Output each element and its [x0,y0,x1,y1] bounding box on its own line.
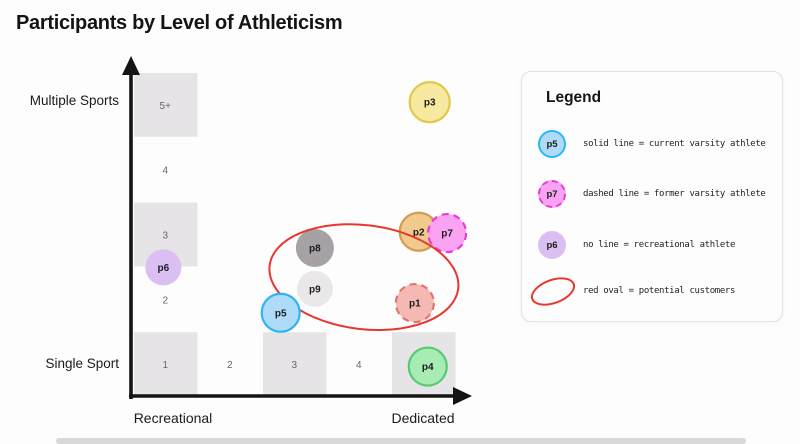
point-label-p1: p1 [409,299,421,310]
legend-item-label: dashed line = former varsity athlete [583,189,766,199]
point-p1[interactable] [394,282,435,324]
point-p6[interactable] [145,249,182,286]
x-axis-label-right: Dedicated [391,410,454,426]
x-tick-1: 1 [162,360,168,371]
shaded-cell-1-5 [134,73,198,137]
red-oval-annotation[interactable] [263,214,464,340]
point-label-p2: p2 [413,227,425,238]
legend-item-label: solid line = current varsity athlete [583,139,766,149]
page-title: Participants by Level of Athleticism [16,12,343,34]
legend-swatch-dashed-circle: p7 [538,180,566,208]
point-label-p4: p4 [422,362,434,373]
x-tick-4: 4 [356,360,362,371]
legend-title: Legend [546,88,602,106]
point-label-p6: p6 [157,263,169,274]
legend-row-1: p5 solid line = current varsity athlete [522,130,782,158]
legend-row-4: red oval = potential customers [522,271,782,312]
legend-swatch-label: p6 [546,239,558,251]
point-label-p5: p5 [275,308,287,319]
shaded-cell-3-1 [263,332,327,396]
x-tick-3: 3 [291,360,297,371]
legend-swatch-plain-circle: p6 [538,231,566,259]
legend-swatch-label: p5 [546,138,558,150]
y-tick-4: 4 [162,166,168,177]
legend-swatch-label: p7 [546,188,558,200]
y-tick-2: 2 [162,295,168,306]
legend-item-label: red oval = potential customers [583,286,736,296]
y-axis-label-top: Multiple Sports [30,93,120,108]
legend-row-3: p6 no line = recreational athlete [522,231,782,259]
point-p8[interactable] [295,228,334,267]
y-axis-arrowhead [122,56,140,75]
x-tick-2: 2 [227,360,233,371]
y-tick-3: 3 [162,231,168,242]
y-axis-label-bottom: Single Sport [45,356,119,371]
legend-panel: Legend p5 solid line = current varsity a… [521,71,783,322]
point-p4[interactable] [407,346,448,387]
point-label-p7: p7 [441,229,453,240]
point-p5[interactable] [260,292,301,333]
point-label-p8: p8 [309,243,321,254]
point-label-p3: p3 [424,98,436,109]
point-p9[interactable] [296,270,333,307]
point-p3[interactable] [408,81,451,124]
legend-row-2: p7 dashed line = former varsity athlete [522,180,782,208]
legend-swatch-solid-circle: p5 [538,130,566,158]
y-tick-5+: 5+ [160,101,172,112]
point-p7[interactable] [427,212,468,254]
x-axis-arrowhead [453,387,472,405]
shaded-cell-1-1 [134,332,198,396]
legend-swatch-red-oval [527,271,579,312]
legend-item-label: no line = recreational athlete [583,240,736,250]
video-progress-bar[interactable] [56,438,746,444]
point-label-p9: p9 [309,284,321,295]
x-axis-label-left: Recreational [134,410,213,426]
